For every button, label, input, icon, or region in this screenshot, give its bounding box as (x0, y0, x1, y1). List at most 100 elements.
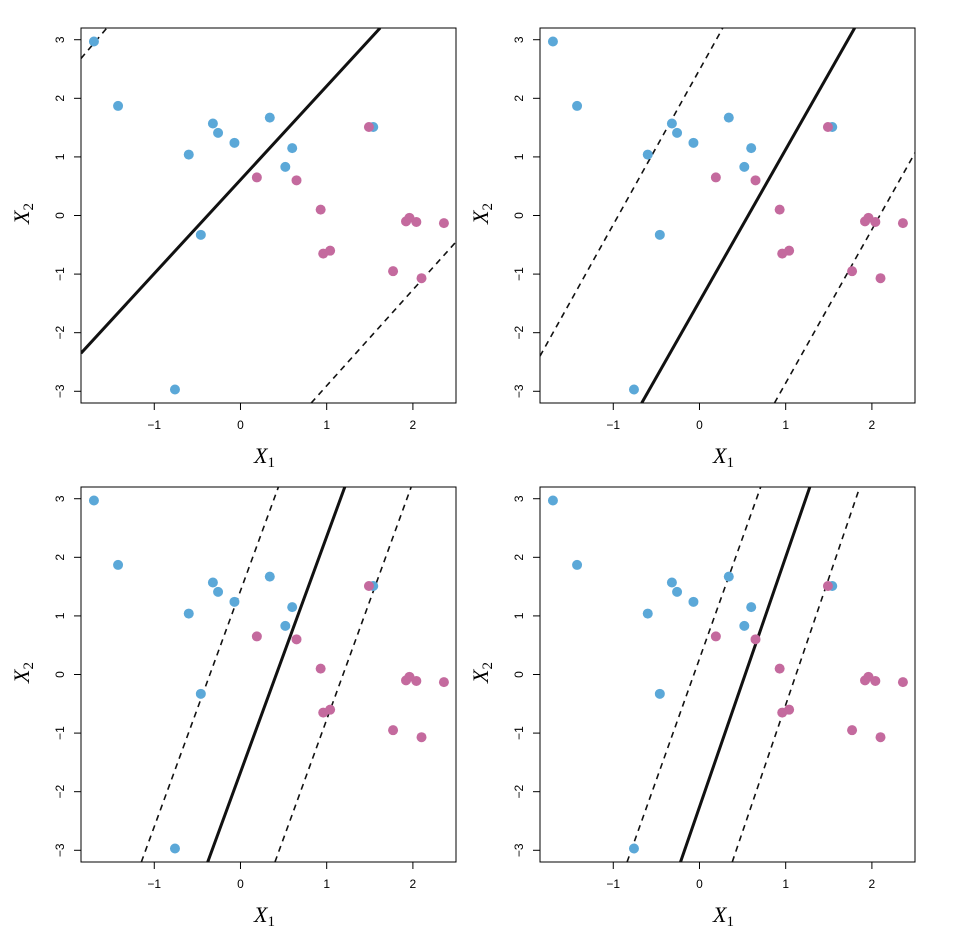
pink-point (784, 245, 795, 256)
pink-point (325, 245, 336, 256)
blue-point (169, 843, 180, 854)
y-axis-label: X2 (468, 203, 496, 225)
plot-frame (539, 486, 916, 863)
y-tick-label: 0 (512, 671, 526, 678)
blue-point (746, 602, 757, 613)
y-tick-label: 3 (53, 495, 67, 502)
x-tick-label: 2 (869, 418, 876, 432)
margin-line (626, 487, 762, 862)
y-tick-label: −2 (53, 785, 67, 799)
blue-point (229, 137, 240, 148)
point-layer (88, 495, 449, 854)
point-layer (88, 36, 449, 395)
blue-point (688, 137, 699, 148)
pink-point (251, 172, 262, 183)
pink-point (875, 732, 886, 743)
blue-point (183, 149, 194, 160)
y-tick-label: 1 (53, 153, 67, 160)
x-tick-label: 0 (696, 877, 703, 891)
margin-line (274, 487, 412, 862)
panel-2: −1 0 1 2 −3 −2 −1 0 1 2 3 X1 X2 (468, 27, 916, 471)
blue-point (195, 229, 206, 240)
y-tick-label: 1 (512, 153, 526, 160)
x-tick-label: 1 (323, 877, 330, 891)
pink-point (774, 204, 785, 215)
blue-point (672, 586, 683, 597)
pink-point (291, 634, 302, 645)
x-axis-label: X1 (253, 443, 275, 471)
blue-point (547, 495, 558, 506)
point-layer (547, 495, 908, 854)
y-tick-label: 2 (53, 95, 67, 102)
pink-point (411, 675, 422, 686)
y-tick-label: −2 (53, 326, 67, 340)
y-tick-label: −3 (53, 843, 67, 857)
blue-point (213, 586, 224, 597)
y-tick-label: 1 (53, 612, 67, 619)
plot-frame (80, 486, 457, 863)
margin-line (731, 487, 861, 862)
blue-point (169, 384, 180, 395)
blue-point (113, 100, 124, 111)
x-tick-label: −1 (147, 877, 161, 891)
point-layer (547, 36, 908, 395)
plot-frame (80, 27, 457, 404)
line-layer (140, 487, 412, 862)
pink-point (750, 634, 761, 645)
y-tick-label: 0 (512, 212, 526, 219)
y-tick-label: 3 (512, 36, 526, 43)
hyperplane-line (81, 28, 382, 355)
y-tick-label: 1 (512, 612, 526, 619)
blue-point (287, 602, 298, 613)
blue-point (287, 143, 298, 154)
blue-point (183, 608, 194, 619)
x-tick-label: 0 (237, 877, 244, 891)
y-tick-label: −3 (512, 384, 526, 398)
blue-point (628, 843, 639, 854)
y-tick-label: 2 (512, 554, 526, 561)
margin-line (310, 241, 456, 403)
pink-point (416, 732, 427, 743)
blue-point (672, 127, 683, 138)
pink-point (822, 581, 833, 592)
x-axis-label: X1 (253, 902, 275, 930)
margin-line (140, 487, 280, 862)
blue-point (195, 688, 206, 699)
x-tick-label: 0 (696, 418, 703, 432)
blue-point (113, 559, 124, 570)
x-tick-label: 2 (410, 877, 417, 891)
pink-point (411, 216, 422, 227)
blue-point (739, 620, 750, 631)
y-axis-label: X2 (9, 662, 37, 684)
margin-line (773, 152, 915, 403)
x-tick-label: 2 (410, 418, 417, 432)
y-tick-label: 2 (512, 95, 526, 102)
pink-point (870, 216, 881, 227)
line-layer (81, 28, 456, 403)
y-tick-label: 0 (53, 212, 67, 219)
x-tick-label: −1 (606, 877, 620, 891)
line-layer (626, 487, 861, 862)
y-tick-label: −2 (512, 785, 526, 799)
y-tick-label: −1 (512, 267, 526, 281)
y-tick-label: 2 (53, 554, 67, 561)
pink-point (363, 122, 374, 133)
y-tick-label: 3 (53, 36, 67, 43)
blue-point (654, 688, 665, 699)
y-tick-label: −2 (512, 326, 526, 340)
pink-point (315, 663, 326, 674)
blue-point (746, 143, 757, 154)
pink-point (388, 725, 399, 736)
pink-point (875, 273, 886, 284)
blue-point (688, 596, 699, 607)
pink-point (847, 266, 858, 277)
x-tick-label: 1 (782, 418, 789, 432)
plot-frame (539, 27, 916, 404)
blue-point (642, 149, 653, 160)
pink-point (291, 175, 302, 186)
pink-point (251, 631, 262, 642)
pink-point (784, 704, 795, 715)
blue-point (628, 384, 639, 395)
pink-point (416, 273, 427, 284)
y-tick-label: 3 (512, 495, 526, 502)
